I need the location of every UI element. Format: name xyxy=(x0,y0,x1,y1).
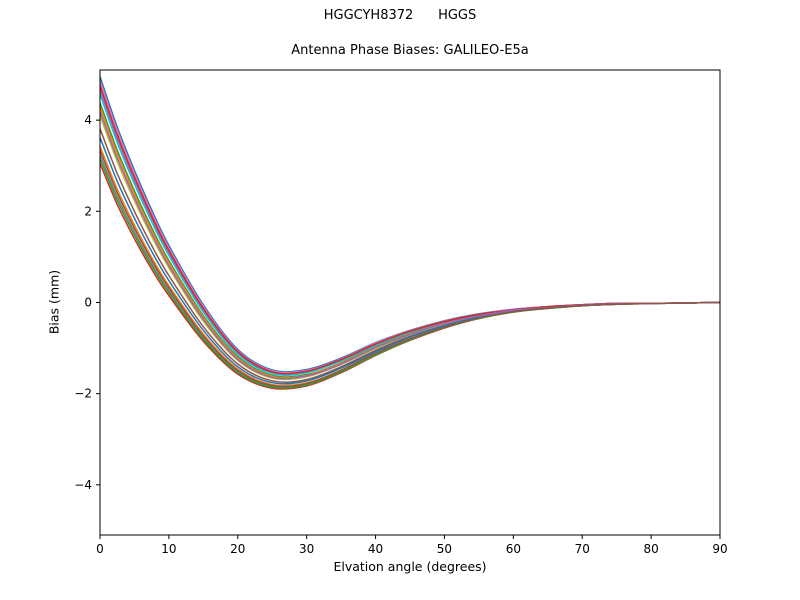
y-tick-label: 2 xyxy=(84,204,92,218)
x-tick-label: 90 xyxy=(712,542,727,556)
x-tick-label: 70 xyxy=(575,542,590,556)
x-tick-label: 10 xyxy=(161,542,176,556)
bias-curve-13 xyxy=(100,158,720,389)
bias-curve-02 xyxy=(100,145,720,387)
x-tick-label: 30 xyxy=(299,542,314,556)
y-tick-label: 4 xyxy=(84,113,92,127)
bias-curve-06 xyxy=(100,128,720,383)
x-tick-label: 80 xyxy=(643,542,658,556)
x-tick-label: 0 xyxy=(96,542,104,556)
y-tick-label: 0 xyxy=(84,296,92,310)
x-tick-label: 50 xyxy=(437,542,452,556)
bias-curve-04 xyxy=(100,163,720,390)
y-tick-label: −4 xyxy=(74,478,92,492)
bias-curve-11 xyxy=(100,137,720,385)
x-tick-label: 60 xyxy=(506,542,521,556)
bias-curve-08 xyxy=(100,154,720,388)
figure-suptitle: HGGCYH8372 HGGS xyxy=(323,8,477,23)
plot-area xyxy=(100,76,720,390)
bias-curve-16 xyxy=(100,149,720,388)
x-tick-label: 20 xyxy=(230,542,245,556)
x-tick-label: 40 xyxy=(368,542,383,556)
axes-title: Antenna Phase Biases: GALILEO-E5a xyxy=(291,43,529,58)
y-axis-label: Bias (mm) xyxy=(46,269,62,335)
bias-curve-14 xyxy=(100,85,720,375)
axes-ticks: 0 10 20 30 40 50 60 70 80 90 −4 −2 0 2 4 xyxy=(74,113,727,556)
y-tick-label: −2 xyxy=(74,387,92,401)
x-axis-label: Elvation angle (degrees) xyxy=(333,559,487,574)
